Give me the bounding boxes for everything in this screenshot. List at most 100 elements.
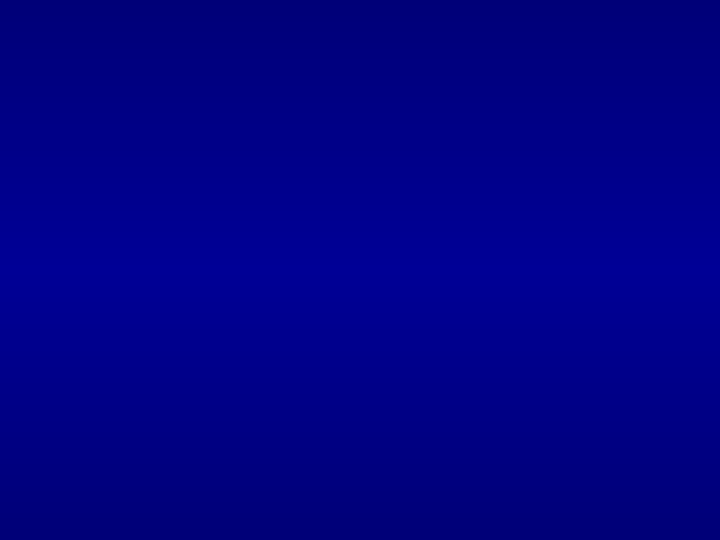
Bar — [0, 329, 720, 335]
Bar — [0, 97, 720, 103]
Bar — [0, 313, 720, 319]
Text: 4-6% adjuvant: 4-6% adjuvant — [126, 404, 238, 420]
Bar — [0, 81, 720, 86]
Bar — [0, 151, 720, 157]
Bar — [0, 524, 720, 529]
Text: 97% prior trastuzumab: 97% prior trastuzumab — [79, 346, 256, 361]
Bar — [0, 248, 720, 254]
Bar — [0, 367, 720, 373]
Bar — [0, 400, 720, 405]
Bar — [0, 113, 720, 119]
Bar — [0, 130, 720, 135]
Text: Treatment: Treatment — [287, 57, 433, 80]
Bar — [0, 157, 720, 162]
Bar — [0, 475, 720, 481]
Bar — [0, 227, 720, 232]
Bar — [0, 383, 720, 389]
Bar — [0, 297, 720, 302]
Bar — [0, 146, 720, 151]
Bar — [0, 103, 720, 108]
Bar — [0, 238, 720, 243]
Bar — [0, 211, 720, 216]
Bar — [0, 292, 720, 297]
Bar — [0, 119, 720, 124]
Text: Prior treatment: Prior treatment — [40, 276, 157, 291]
Bar — [0, 205, 720, 211]
Bar — [0, 178, 720, 184]
Bar — [0, 22, 720, 27]
Bar — [0, 481, 720, 486]
Text: •: • — [99, 489, 104, 499]
Bar — [0, 216, 720, 221]
Text: 97-99% progressed on prior trastuzumab: 97-99% progressed on prior trastuzumab — [126, 433, 442, 448]
Bar — [0, 76, 720, 81]
Bar — [0, 221, 720, 227]
Bar — [0, 378, 720, 383]
Bar — [0, 335, 720, 340]
Bar — [0, 140, 720, 146]
Text: Tumor: Tumor — [40, 176, 87, 191]
Bar — [0, 11, 720, 16]
Bar — [0, 49, 720, 54]
Bar — [0, 38, 720, 43]
Bar — [0, 518, 720, 524]
Bar — [0, 254, 720, 259]
Bar — [0, 340, 720, 346]
Bar — [0, 86, 720, 92]
Bar — [0, 232, 720, 238]
Bar — [0, 65, 720, 70]
Bar — [0, 189, 720, 194]
Text: 35-38% hormone receptor positive: 35-38% hormone receptor positive — [79, 214, 346, 230]
Bar — [0, 5, 720, 11]
Bar — [0, 0, 720, 5]
Bar — [0, 184, 720, 189]
Bar — [0, 59, 720, 65]
Bar — [0, 108, 720, 113]
Bar — [0, 464, 720, 470]
Bar — [0, 535, 720, 540]
Bar — [0, 275, 720, 281]
Text: ▪: ▪ — [49, 245, 56, 255]
Bar — [0, 459, 720, 464]
Bar — [0, 486, 720, 491]
Text: ▪: ▪ — [49, 315, 56, 325]
Bar — [0, 394, 720, 400]
Text: 96% stage IV disease, 50% ≥ 3 metastatic sites: 96% stage IV disease, 50% ≥ 3 metastatic… — [79, 245, 447, 260]
Bar — [0, 356, 720, 362]
Text: (66-70% ≥ 4 weeks): (66-70% ≥ 4 weeks) — [126, 517, 282, 532]
Bar — [0, 308, 720, 313]
Text: No difference in interval from last dose of T to randomization: No difference in interval from last dose… — [126, 489, 595, 504]
Bar — [0, 529, 720, 535]
Bar — [0, 443, 720, 448]
Bar — [0, 405, 720, 410]
Bar — [0, 346, 720, 351]
Text: Patients must have relapsed w/in 6 mo of adjuvant therapy or have: Patients must have relapsed w/in 6 mo of… — [40, 111, 557, 126]
Bar — [0, 124, 720, 130]
Bar — [0, 470, 720, 475]
Text: Disease Characteristics and Prior: Disease Characteristics and Prior — [125, 24, 595, 48]
Bar — [0, 200, 720, 205]
Text: •: • — [9, 276, 17, 289]
Bar — [0, 135, 720, 140]
Bar — [0, 54, 720, 59]
Text: ▪: ▪ — [49, 346, 56, 356]
Bar — [0, 302, 720, 308]
Text: •: • — [99, 404, 104, 415]
Bar — [0, 162, 720, 167]
Bar — [0, 319, 720, 324]
Bar — [0, 265, 720, 270]
Bar — [0, 16, 720, 22]
Bar — [0, 427, 720, 432]
Bar — [0, 27, 720, 32]
Bar — [0, 70, 720, 76]
Bar — [0, 513, 720, 518]
Bar — [0, 32, 720, 38]
Bar — [0, 508, 720, 513]
Bar — [0, 286, 720, 292]
Bar — [0, 173, 720, 178]
Bar — [0, 373, 720, 378]
Bar — [0, 92, 720, 97]
Text: •: • — [99, 433, 104, 443]
Bar — [0, 324, 720, 329]
Bar — [0, 421, 720, 427]
